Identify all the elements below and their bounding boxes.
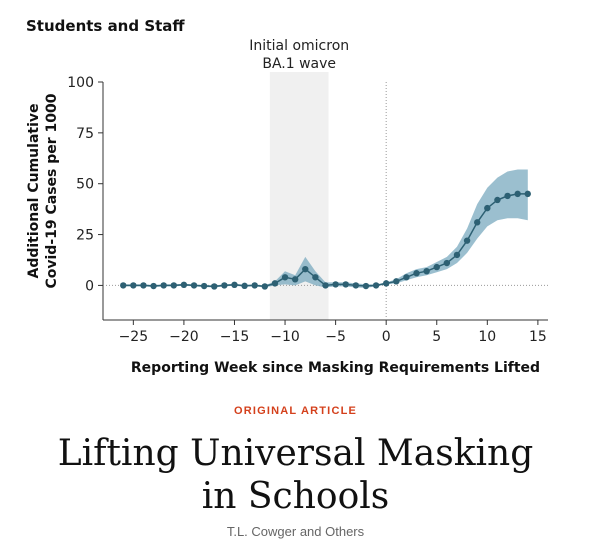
data-point [120,282,127,289]
x-tick-label: 10 [478,329,496,345]
article-authors: T.L. Cowger and Others [226,524,365,539]
y-tick-label: 0 [85,278,94,294]
data-point [403,274,410,281]
x-tick-label: −15 [220,329,250,345]
data-point [443,259,451,267]
omicron-wave-label: BA.1 wave [262,56,336,72]
data-point [281,274,289,281]
data-point [291,276,299,283]
data-point [494,196,501,204]
data-point [190,282,198,289]
data-point [514,190,521,198]
data-point [140,282,147,289]
data-point [221,282,228,289]
data-point [342,281,349,288]
data-point [160,282,167,289]
x-tick-label: 15 [529,329,547,345]
article-title[interactable]: Lifting Universal Masking in Schools [57,433,534,517]
data-point [524,190,531,198]
article-kicker: ORIGINAL ARTICLE [233,405,358,417]
data-point [372,282,380,289]
data-point [150,282,157,290]
data-point [180,281,188,289]
data-point [302,265,309,273]
x-tick-label: 0 [382,329,391,345]
data-point [423,267,430,275]
data-point [474,219,481,226]
data-point [484,204,491,212]
y-tick-label: 50 [76,177,94,193]
data-point [382,280,390,287]
data-point [393,278,400,285]
x-tick-label: −5 [325,329,346,345]
data-point [352,282,360,289]
y-axis-title: Covid-19 Cases per 1000 [44,93,60,288]
data-point [413,270,420,277]
data-point [241,282,248,290]
data-point [362,282,370,290]
y-axis-title: Additional Cumulative [26,103,42,278]
series-points-layer [120,190,531,290]
y-tick-label: 75 [76,126,94,142]
data-point [463,237,471,244]
data-point [170,282,177,289]
data-point [433,263,440,271]
data-point [251,282,258,289]
y-tick-label: 100 [67,75,94,91]
x-tick-label: −25 [119,329,149,345]
x-tick-label: −10 [270,329,300,345]
x-tick-label: 5 [432,329,441,345]
data-point [231,281,238,289]
data-point [211,283,218,290]
data-point [322,282,329,289]
x-tick-label: −20 [169,329,199,345]
data-point [332,281,339,288]
data-point [504,192,511,200]
data-point [130,282,137,289]
data-point [261,283,269,290]
omicron-wave-label: Initial omicron [249,38,349,54]
y-tick-label: 25 [76,228,94,244]
data-point [453,251,461,259]
data-point [271,280,279,287]
x-axis-title: Reporting Week since Masking Requirement… [131,360,540,376]
data-point [200,282,208,290]
data-point [312,274,319,281]
panel-title: Students and Staff [26,17,185,35]
